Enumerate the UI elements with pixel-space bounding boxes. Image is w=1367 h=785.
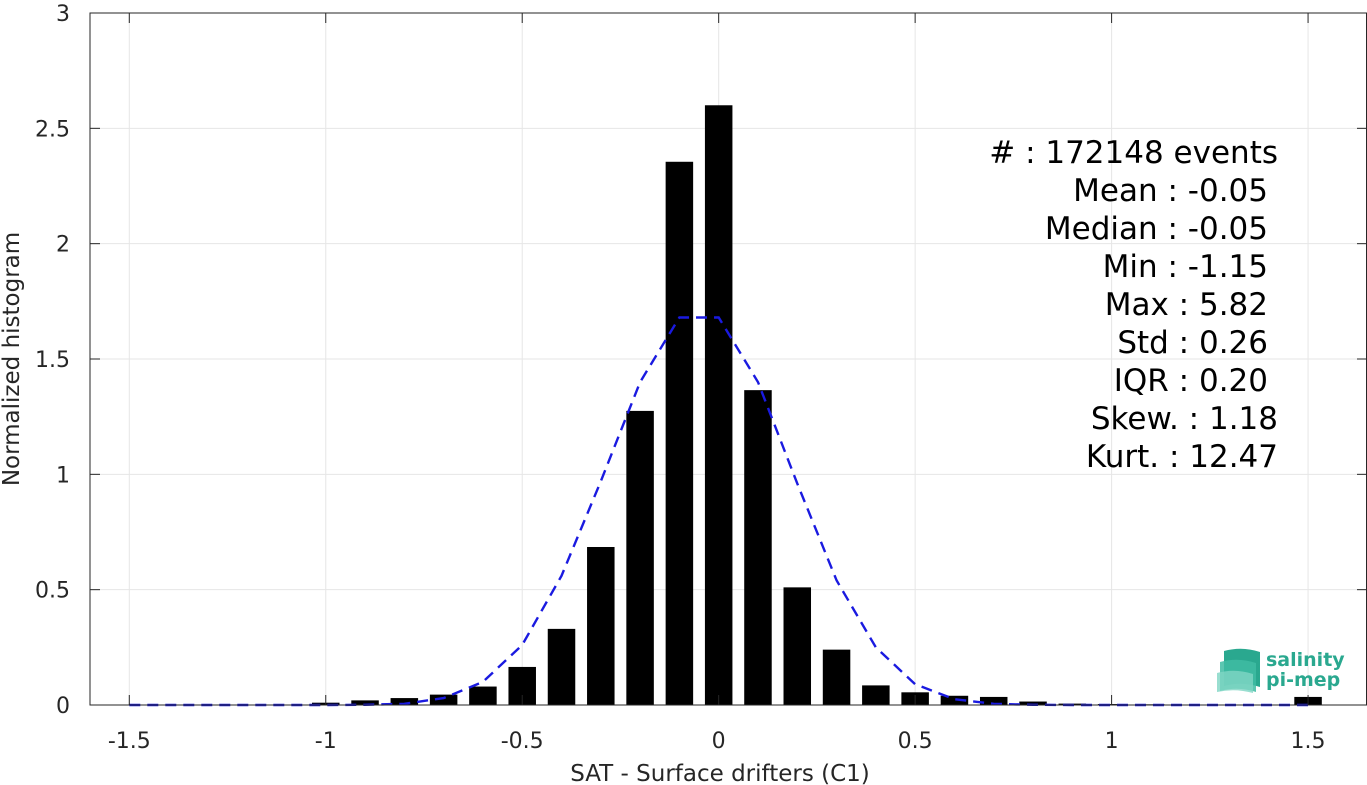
bar-22 bbox=[979, 696, 1008, 705]
bar-11 bbox=[547, 628, 576, 705]
bar-7 bbox=[390, 698, 419, 705]
salinity-pi-mep-logo: salinity pi-mep bbox=[1217, 648, 1345, 693]
y-tick-label-1: 0.5 bbox=[35, 579, 70, 604]
y-tick-label-3: 1.5 bbox=[35, 348, 70, 373]
x-axis-title: SAT - Surface drifters (C1) bbox=[570, 761, 870, 785]
stat-line-1: Mean : -0.05 bbox=[1073, 173, 1268, 209]
bar-17 bbox=[783, 587, 812, 705]
x-tick-label-4: 0.5 bbox=[898, 729, 933, 754]
bar-21 bbox=[940, 695, 969, 705]
logo-line2: pi-mep bbox=[1266, 669, 1340, 691]
bar-9 bbox=[469, 686, 497, 705]
y-tick-label-4: 2 bbox=[56, 233, 70, 258]
x-tick-labels: -1.5 -1 -0.5 0 0.5 1 1.5 bbox=[108, 729, 1326, 754]
x-tick-label-6: 1.5 bbox=[1291, 729, 1326, 754]
logo-line1: salinity bbox=[1266, 649, 1345, 671]
stat-line-2: Median : -0.05 bbox=[1045, 211, 1268, 247]
x-tick-label-5: 1 bbox=[1105, 729, 1119, 754]
bars bbox=[272, 105, 1322, 706]
y-tick-label-0: 0 bbox=[56, 694, 70, 719]
y-tick-label-5: 2.5 bbox=[35, 117, 70, 142]
x-tick-label-0: -1.5 bbox=[108, 729, 151, 754]
fit-curve bbox=[129, 316, 1309, 707]
x-tick-label-1: -1 bbox=[315, 729, 337, 754]
stat-line-3: Min : -1.15 bbox=[1103, 249, 1268, 285]
bar-18 bbox=[822, 649, 851, 705]
bar-16 bbox=[744, 390, 772, 705]
logo-waves-icon bbox=[1217, 648, 1260, 693]
bar-23 bbox=[1019, 701, 1047, 705]
bar-6 bbox=[351, 700, 379, 705]
stat-line-4: Max : 5.82 bbox=[1105, 287, 1268, 323]
y-tick-label-6: 3 bbox=[56, 2, 70, 27]
stat-line-5: Std : 0.26 bbox=[1117, 325, 1268, 361]
bar-13 bbox=[626, 410, 654, 705]
y-tick-labels: 0 0.5 1 1.5 2 2.5 3 bbox=[35, 2, 70, 719]
bar-12 bbox=[587, 546, 615, 705]
stat-line-8: Kurt. : 12.47 bbox=[1086, 439, 1278, 475]
bar-14 bbox=[665, 161, 694, 705]
x-tick-label-3: 0 bbox=[712, 729, 726, 754]
bar-15 bbox=[704, 105, 733, 706]
bar-19 bbox=[862, 685, 890, 705]
x-tick-label-2: -0.5 bbox=[501, 729, 544, 754]
bar-8 bbox=[429, 694, 458, 705]
stat-line-7: Skew. : 1.18 bbox=[1091, 401, 1278, 437]
y-tick-label-2: 1 bbox=[56, 463, 70, 488]
ticks bbox=[90, 12, 1367, 706]
stat-line-0: # : 172148 events bbox=[989, 135, 1278, 171]
stat-line-6: IQR : 0.20 bbox=[1114, 363, 1268, 399]
y-axis-title: Normalized histogram bbox=[0, 232, 25, 486]
